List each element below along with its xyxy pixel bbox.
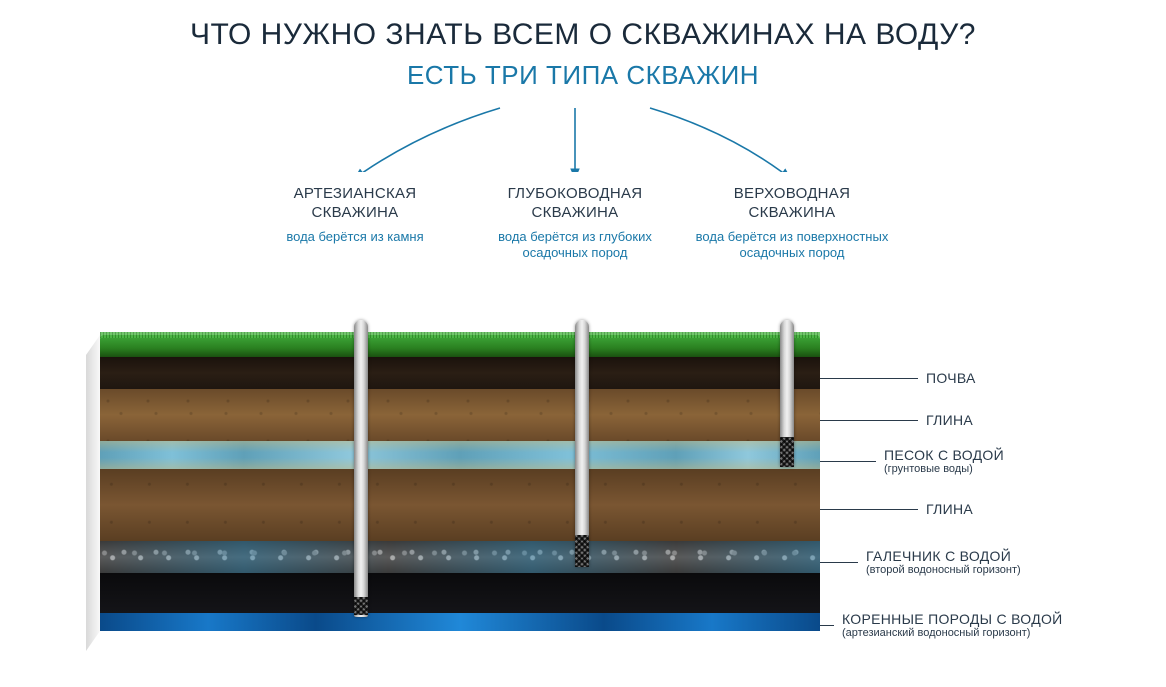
label-text-sandwater: ПЕСОК С ВОДОЙ	[884, 447, 1004, 463]
label-text-clay1: ГЛИНА	[926, 412, 973, 428]
main-title: ЧТО НУЖНО ЗНАТЬ ВСЕМ О СКВАЖИНАХ НА ВОДУ…	[0, 0, 1166, 52]
label-sub-bedrock: (артезианский водоносный горизонт)	[842, 627, 1063, 639]
layer-grass	[100, 335, 820, 357]
well-col-shallow: ВЕРХОВОДНАЯ СКВАЖИНА вода берётся из пов…	[692, 185, 892, 262]
filter-deep	[575, 535, 589, 567]
well-deep	[575, 320, 589, 567]
well-shallow	[780, 320, 794, 467]
label-soil: ПОЧВА	[820, 370, 976, 386]
label-clay1: ГЛИНА	[820, 412, 973, 428]
label-bedrock: КОРЕННЫЕ ПОРОДЫ С ВОДОЙ (артезианский во…	[820, 611, 1063, 639]
label-gravel: ГАЛЕЧНИК С ВОДОЙ (второй водоносный гори…	[820, 548, 1021, 576]
layer-clay2	[100, 469, 820, 541]
well-desc-artesian: вода берётся из камня	[255, 229, 455, 246]
well-desc-shallow: вода берётся из поверхностных осадочных …	[692, 229, 892, 263]
well-title-artesian: АРТЕЗИАНСКАЯ СКВАЖИНА	[255, 185, 455, 223]
label-sub-gravel: (второй водоносный горизонт)	[866, 564, 1021, 576]
well-col-artesian: АРТЕЗИАНСКАЯ СКВАЖИНА вода берётся из ка…	[255, 185, 455, 245]
label-text-soil: ПОЧВА	[926, 370, 976, 386]
layer-soil	[100, 357, 820, 389]
filter-artesian	[354, 597, 368, 615]
label-clay2: ГЛИНА	[820, 501, 973, 517]
arrow-right-icon	[650, 108, 790, 172]
filter-shallow	[780, 437, 794, 467]
arrows-svg	[0, 102, 1166, 172]
label-text-gravel: ГАЛЕЧНИК С ВОДОЙ	[866, 548, 1021, 564]
well-title-deep: ГЛУБОКОВОДНАЯ СКВАЖИНА	[475, 185, 675, 223]
layer-gravel	[100, 541, 820, 573]
layer-bedrock	[100, 613, 820, 631]
well-col-deep: ГЛУБОКОВОДНАЯ СКВАЖИНА вода берётся из г…	[475, 185, 675, 262]
well-desc-deep: вода берётся из глубоких осадочных пород	[475, 229, 675, 263]
label-sandwater: ПЕСОК С ВОДОЙ (грунтовые воды)	[820, 447, 1004, 475]
layer-clay1	[100, 389, 820, 441]
well-title-shallow: ВЕРХОВОДНАЯ СКВАЖИНА	[692, 185, 892, 223]
layer-dark	[100, 573, 820, 613]
layer-sandwater	[100, 441, 820, 469]
cross-section	[100, 335, 820, 665]
arrow-left-icon	[355, 108, 500, 172]
label-sub-sandwater: (грунтовые воды)	[884, 463, 1004, 475]
subtitle: ЕСТЬ ТРИ ТИПА СКВАЖИН	[0, 60, 1166, 91]
label-text-bedrock: КОРЕННЫЕ ПОРОДЫ С ВОДОЙ	[842, 611, 1063, 627]
well-artesian	[354, 320, 368, 617]
label-text-clay2: ГЛИНА	[926, 501, 973, 517]
